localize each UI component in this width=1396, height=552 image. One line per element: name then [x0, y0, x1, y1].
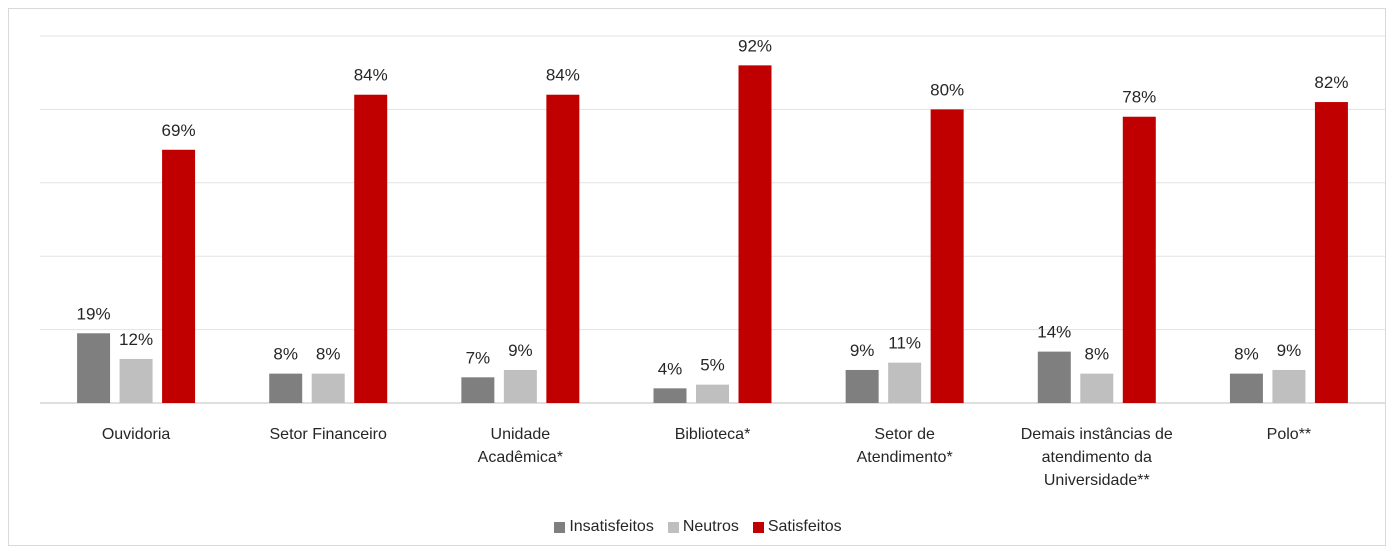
bar: [1272, 369, 1306, 403]
data-label: 12%: [119, 330, 153, 349]
legend: Insatisfeitos Neutros Satisfeitos: [0, 518, 1396, 536]
data-label: 92%: [738, 36, 772, 55]
bar: [653, 388, 687, 403]
legend-swatch: [667, 521, 679, 533]
legend-label: Neutros: [682, 518, 739, 535]
data-label: 84%: [546, 66, 580, 85]
bar: [162, 149, 196, 403]
bar: [269, 373, 303, 403]
bar: [738, 65, 772, 404]
x-tick-label: Unidade Acadêmica*: [477, 426, 564, 466]
data-label: 69%: [162, 121, 196, 140]
x-tick-label: Biblioteca*: [674, 426, 751, 443]
data-label: 9%: [850, 341, 875, 360]
bar: [311, 373, 345, 403]
x-tick-label: Setor Financeiro: [269, 426, 387, 443]
bar: [1229, 373, 1263, 403]
bar: [845, 369, 879, 403]
legend-label: Insatisfeitos: [569, 518, 654, 535]
legend-item: Neutros: [667, 518, 739, 536]
data-label: 78%: [1122, 88, 1156, 107]
chart-frame: [8, 8, 1386, 546]
data-label: 80%: [930, 80, 964, 99]
data-label: 8%: [316, 345, 341, 364]
legend-label: Satisfeitos: [767, 518, 842, 535]
data-label: 4%: [658, 359, 683, 378]
bar: [503, 369, 537, 403]
data-label: 8%: [273, 345, 298, 364]
bar: [354, 94, 388, 403]
data-label: 82%: [1314, 73, 1348, 92]
x-tick-label: Setor de Atendimento*: [856, 426, 953, 466]
bar: [930, 109, 964, 404]
bar: [1314, 102, 1348, 403]
bar: [546, 94, 580, 403]
data-label: 7%: [466, 348, 491, 367]
bar: [696, 384, 729, 403]
data-label: 84%: [354, 66, 388, 85]
data-label: 8%: [1084, 345, 1109, 364]
bar: [1122, 116, 1156, 404]
x-tick-label: Polo**: [1266, 426, 1312, 443]
bar: [1037, 351, 1071, 403]
data-label: 9%: [1277, 341, 1302, 360]
legend-item: Insatisfeitos: [554, 518, 654, 536]
legend-swatch: [554, 521, 566, 533]
bar: [77, 333, 111, 403]
data-label: 5%: [700, 356, 725, 375]
legend-swatch: [752, 521, 764, 533]
data-label: 14%: [1037, 323, 1071, 342]
data-label: 8%: [1234, 345, 1259, 364]
bar: [1080, 373, 1114, 403]
bar: [119, 358, 153, 403]
data-label: 19%: [77, 304, 111, 323]
x-tick-label: Demais instâncias de atendimento da Univ…: [1020, 426, 1173, 489]
x-tick-label: Ouvidoria: [101, 426, 171, 443]
legend-item: Satisfeitos: [752, 518, 842, 536]
bar: [461, 377, 495, 403]
data-label: 9%: [508, 341, 533, 360]
data-label: 11%: [888, 334, 921, 353]
bar: [888, 362, 922, 403]
